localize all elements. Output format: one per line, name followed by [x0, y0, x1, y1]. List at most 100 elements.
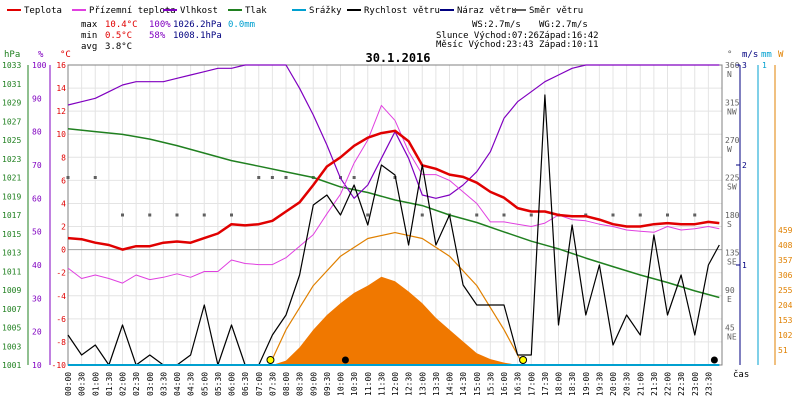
- tick-time: 22:30: [677, 372, 686, 396]
- tick-time: 02:30: [132, 372, 141, 396]
- info-ws: WS:2.7m/s: [472, 20, 521, 30]
- legend-label-0: Teplota: [24, 6, 62, 16]
- wind-direction-point: [148, 213, 152, 217]
- tick-pressure: 1003: [2, 342, 21, 351]
- tick-time: 05:30: [214, 372, 223, 396]
- tick-solar: 204: [778, 301, 793, 310]
- tick-wind: 2: [742, 161, 747, 170]
- tick-wind: 1: [742, 261, 747, 270]
- tick-temperature: 12: [56, 107, 66, 116]
- tick-time: 15:00: [473, 372, 482, 396]
- tick-time: 04:00: [173, 372, 182, 396]
- wind-direction-point: [502, 213, 506, 217]
- tick-pressure: 1011: [2, 267, 21, 276]
- stat-min-temp: 0.5°C: [105, 31, 132, 41]
- tick-temperature: -6: [56, 315, 66, 324]
- stat-min-hum: 58%: [149, 31, 166, 41]
- info-wg: WG:2.7m/s: [539, 20, 588, 30]
- tick-temperature: 0: [61, 246, 66, 255]
- tick-temperature: -2: [56, 269, 66, 278]
- tick-pressure: 1015: [2, 230, 21, 239]
- tick-time: 10:30: [350, 372, 359, 396]
- tick-temperature: 14: [56, 84, 66, 93]
- wind-direction-point: [93, 176, 97, 179]
- tick-pressure: 1001: [2, 361, 21, 370]
- wind-direction-point: [121, 213, 124, 217]
- tick-direction: 225: [725, 174, 740, 183]
- solar-area: [272, 276, 518, 365]
- tick-time: 10:00: [337, 372, 346, 396]
- temperature-line: [67, 129, 720, 251]
- wind-direction-point: [611, 213, 615, 217]
- tick-solar: 408: [778, 241, 793, 250]
- tick-pressure: 1009: [2, 286, 21, 295]
- tick-time: 08:00: [282, 372, 291, 396]
- tick-humidity: 90: [32, 94, 42, 103]
- tick-time: 23:00: [691, 372, 700, 396]
- tick-temperature: 4: [61, 199, 66, 208]
- tick-direction-label: E: [727, 295, 732, 304]
- tick-time: 06:30: [241, 372, 250, 396]
- tick-humidity: 20: [32, 328, 42, 337]
- stat-min-label: min: [81, 31, 97, 41]
- axis-unit-humidity: %: [38, 50, 44, 60]
- moonset-marker: [341, 356, 349, 364]
- tick-direction: 360: [725, 61, 740, 70]
- axis-unit-solar: W: [778, 50, 784, 60]
- tick-time: 00:30: [78, 372, 87, 396]
- tick-time: 20:00: [609, 372, 618, 396]
- tick-humidity: 40: [32, 261, 42, 270]
- tick-direction-label: SE: [727, 258, 737, 267]
- tick-time: 01:30: [105, 372, 114, 396]
- stat-avg-label: avg: [81, 42, 97, 52]
- tick-temperature: 10: [56, 130, 66, 139]
- legend-label-2: Vlhkost: [180, 6, 218, 16]
- stat-max-rain: 0.0mm: [228, 20, 255, 30]
- tick-direction: 270: [725, 136, 740, 145]
- tick-temperature: 8: [61, 153, 66, 162]
- wind-direction-point: [693, 213, 697, 217]
- tick-direction: 135: [725, 249, 740, 258]
- tick-time: 07:30: [268, 372, 277, 396]
- tick-time: 21:30: [650, 372, 659, 396]
- wind-direction-point: [638, 213, 642, 217]
- axis-unit-pressure: hPa: [4, 50, 20, 60]
- tick-solar: 357: [778, 256, 793, 265]
- tick-pressure: 1029: [2, 99, 21, 108]
- tick-time: 21:00: [636, 372, 645, 396]
- tick-time: 17:00: [527, 372, 536, 396]
- tick-pressure: 1023: [2, 155, 21, 164]
- tick-time: 16:30: [514, 372, 523, 396]
- wind-direction-point: [366, 213, 370, 217]
- tick-solar: 459: [778, 226, 793, 235]
- stat-min-press: 1008.1hPa: [173, 31, 222, 41]
- solar-max-line: [269, 232, 524, 366]
- wind-direction-point: [420, 213, 424, 217]
- tick-humidity: 80: [32, 128, 42, 137]
- tick-pressure: 1031: [2, 80, 21, 89]
- tick-time: 05:00: [200, 372, 209, 396]
- tick-humidity: 10: [32, 361, 42, 370]
- wind-direction-point: [352, 176, 356, 179]
- tick-time: 02:00: [119, 372, 128, 396]
- tick-solar: 51: [778, 346, 788, 355]
- tick-humidity: 50: [32, 228, 42, 237]
- tick-time: 23:30: [704, 372, 713, 396]
- tick-time: 14:30: [459, 372, 468, 396]
- tick-time: 11:00: [364, 372, 373, 396]
- tick-time: 15:30: [486, 372, 495, 396]
- tick-direction-label: SW: [727, 183, 737, 192]
- legend-label-1: Přízemní teplota: [89, 6, 176, 16]
- tick-time: 18:00: [555, 372, 564, 396]
- tick-direction-label: W: [727, 145, 732, 154]
- tick-solar: 102: [778, 331, 793, 340]
- tick-pressure: 1027: [2, 117, 21, 126]
- chart-title: 30.1.2016: [365, 51, 430, 65]
- tick-time: 11:30: [377, 372, 386, 396]
- wind-direction-point: [666, 213, 669, 217]
- tick-pressure: 1007: [2, 305, 21, 314]
- tick-time: 13:30: [432, 372, 441, 396]
- wind-direction-point: [230, 213, 233, 217]
- tick-time: 17:30: [541, 372, 550, 396]
